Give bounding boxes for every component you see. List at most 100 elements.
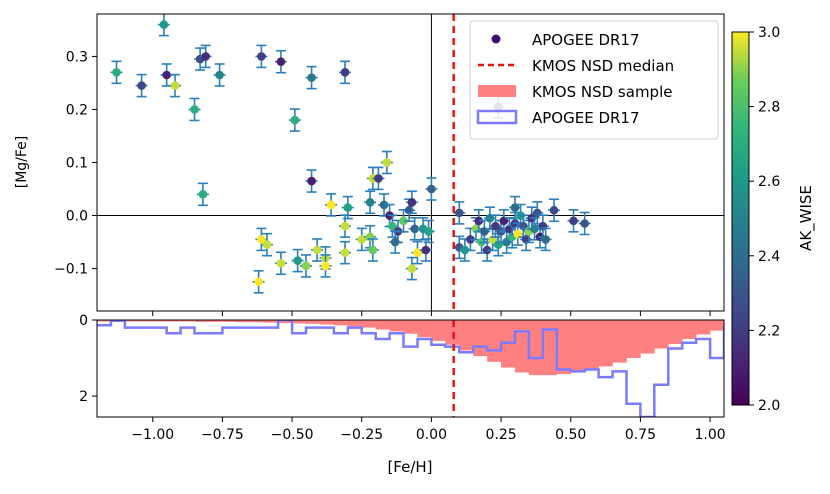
scatter-point xyxy=(569,216,578,226)
data-point xyxy=(453,201,466,225)
x-tick-label: 0.00 xyxy=(416,427,447,443)
data-point xyxy=(422,219,435,244)
kmos-hist-bar xyxy=(333,320,349,326)
data-point xyxy=(300,254,312,278)
scatter-point xyxy=(379,200,389,210)
data-point xyxy=(199,44,212,69)
kmos-hist-bar xyxy=(459,320,474,351)
data-point xyxy=(305,65,318,90)
kmos-hist-bar xyxy=(626,320,641,359)
scatter-point xyxy=(541,235,550,244)
y-tick-label: −0.1 xyxy=(54,262,88,278)
kmos-hist-bar xyxy=(97,320,112,322)
data-point xyxy=(319,254,332,278)
kmos-hist-bar xyxy=(766,320,780,323)
legend-patch-apogee-hist xyxy=(476,109,518,125)
data-point xyxy=(372,166,385,191)
x-tick-label: −0.25 xyxy=(340,427,383,443)
scatter-point xyxy=(312,245,322,255)
data-point xyxy=(481,238,494,262)
scatter-point xyxy=(293,256,302,265)
kmos-hist-bar xyxy=(152,320,167,322)
scatter-point xyxy=(290,115,300,125)
scatter-point xyxy=(257,52,266,61)
data-point xyxy=(355,227,368,252)
data-point xyxy=(364,190,377,215)
data-point xyxy=(255,227,268,252)
kmos-hist-bar xyxy=(166,320,181,322)
scatter-point xyxy=(307,73,316,82)
data-point xyxy=(213,63,226,87)
scatter-point xyxy=(162,70,171,80)
kmos-hist-bar xyxy=(431,320,446,341)
scatter-point xyxy=(427,184,436,194)
legend-marker-apogee xyxy=(491,34,501,44)
kmos-hist-bar xyxy=(473,320,488,357)
data-point xyxy=(274,251,287,276)
x-tick-label: 0.75 xyxy=(625,427,656,443)
legend-label-kmos: KMOS NSD sample xyxy=(532,83,672,101)
kmos-hist-bar xyxy=(640,320,655,354)
scatter-point xyxy=(410,224,419,234)
kmos-hist-bar xyxy=(654,320,669,349)
kmos-hist-bar xyxy=(347,320,363,327)
scatter-point xyxy=(510,203,520,212)
kmos-hist-bar xyxy=(292,320,307,324)
scatter-point xyxy=(326,200,336,210)
data-point xyxy=(380,150,393,175)
scatter-point xyxy=(276,258,286,268)
kmos-hist-bar xyxy=(236,320,251,323)
data-point xyxy=(539,227,552,252)
scatter-point xyxy=(215,70,224,80)
kmos-hist-bar xyxy=(138,320,154,322)
scatter-point xyxy=(466,235,475,244)
data-point xyxy=(472,209,485,233)
legend: APOGEE DR17 KMOS NSD median KMOS NSD sam… xyxy=(469,20,719,140)
y-tick-label: 0.2 xyxy=(66,102,88,118)
scatter-point xyxy=(368,245,378,255)
colorbar-gradient xyxy=(731,31,750,406)
kmos-hist-bar xyxy=(542,320,558,376)
data-point xyxy=(305,169,318,193)
legend-patch-kmos xyxy=(478,85,516,97)
data-point xyxy=(311,238,324,262)
colorbar-tick-label: 2.4 xyxy=(758,249,780,265)
data-point xyxy=(260,232,273,257)
scatter-point xyxy=(340,221,350,231)
scatter-point xyxy=(413,248,422,257)
scatter-point xyxy=(159,20,169,29)
legend-box xyxy=(469,20,719,140)
data-point xyxy=(252,270,265,294)
kmos-hist-bar xyxy=(222,320,237,322)
scatter-point xyxy=(276,57,286,67)
kmos-hist-bar xyxy=(278,320,293,324)
scatter-point xyxy=(201,52,210,61)
kmos-hist-bar xyxy=(696,320,711,335)
x-axis-label: [Fe/H] xyxy=(387,458,432,476)
scatter-point xyxy=(390,237,400,247)
scatter-point xyxy=(499,216,509,226)
data-point xyxy=(341,195,354,220)
scatter-point xyxy=(112,68,121,77)
scatter-point xyxy=(388,221,397,231)
data-point xyxy=(255,44,268,69)
data-point xyxy=(274,49,287,74)
kmos-hist-bar xyxy=(375,320,390,330)
scatter-point xyxy=(549,205,559,215)
data-point xyxy=(169,73,182,98)
data-point xyxy=(291,248,304,273)
colorbar-tick-label: 2.2 xyxy=(758,323,780,339)
scatter-point xyxy=(407,197,417,207)
data-point xyxy=(405,190,418,215)
scatter-point xyxy=(254,277,263,287)
kmos-hist-bar xyxy=(306,320,321,324)
kmos-hist-bar xyxy=(124,320,140,322)
kmos-hist-bar xyxy=(264,320,279,323)
data-point xyxy=(339,60,352,85)
scatter-point xyxy=(198,190,208,199)
data-point xyxy=(196,182,209,207)
colorbar-tick-label: 2.6 xyxy=(758,174,780,190)
scatter-point xyxy=(485,213,495,223)
data-point xyxy=(389,230,402,254)
scatter-point xyxy=(460,245,470,255)
